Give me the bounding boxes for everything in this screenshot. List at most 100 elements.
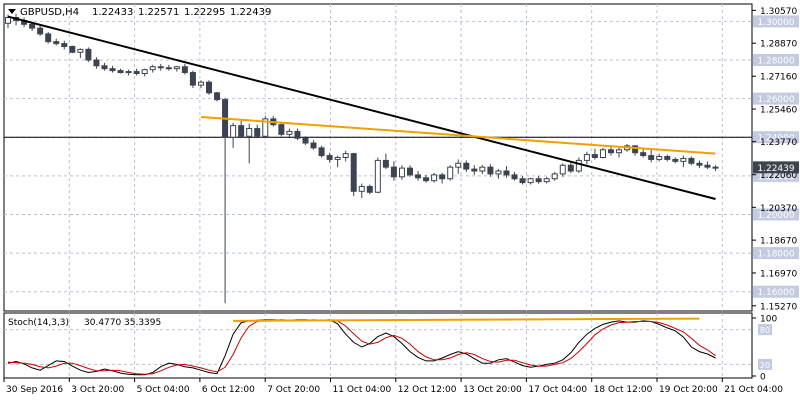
candle-body — [157, 66, 164, 69]
level-tag-label: 1.22000 — [757, 172, 794, 182]
time-tick-label: 18 Oct 12:00 — [594, 385, 653, 395]
chart-header: GBPUSD,H4 1.22433 1.22571 1.22295 1.2243… — [8, 7, 271, 18]
candle-body — [302, 137, 309, 144]
candle-body — [583, 154, 590, 161]
candle-body — [696, 162, 703, 166]
candle-body — [358, 185, 365, 192]
candle-body — [704, 164, 711, 168]
indicator-level-label: 80 — [760, 326, 770, 335]
candle-body — [503, 170, 510, 176]
candle-body — [45, 33, 52, 43]
candle-body — [85, 48, 92, 61]
time-tick-label: 21 Oct 04:00 — [724, 385, 783, 395]
level-tag — [753, 208, 799, 221]
time-tick-label: 12 Oct 12:00 — [398, 385, 457, 395]
candle-body — [125, 71, 132, 74]
candle-body — [575, 159, 582, 172]
time-tick-label: 13 Oct 20:00 — [463, 385, 522, 395]
candle-body — [559, 164, 566, 175]
stoch-main-line — [7, 319, 716, 376]
candle-body — [181, 66, 188, 74]
price-tick-label: 1.22060 — [760, 171, 797, 181]
indicator-value-signal: 35.3395 — [124, 318, 161, 328]
indicator-header: Stoch(14,3,3) 30.4770 35.3395 — [8, 318, 161, 328]
stochastic-lines — [7, 317, 716, 376]
price-tick-label: 1.23770 — [760, 138, 797, 148]
candle-body — [608, 149, 614, 154]
trendline-black[interactable] — [7, 15, 716, 200]
candle-body — [567, 164, 574, 172]
indicator-level-tag — [758, 324, 772, 336]
candle-body — [278, 124, 285, 135]
candle-body — [431, 174, 438, 182]
time-tick-label: 7 Oct 20:00 — [267, 385, 320, 395]
current-price-tag — [753, 161, 799, 174]
candle-body — [133, 71, 140, 75]
indicator-grid — [4, 313, 752, 378]
candle-body — [519, 178, 526, 184]
candle-body — [648, 155, 655, 160]
price-axis[interactable]: 1.30000 1.28000 1.26000 1.24000 1.22000 1.200… — [752, 7, 799, 312]
time-tick-label: 6 Oct 12:00 — [202, 385, 255, 395]
candle-body — [350, 153, 357, 192]
indicator-trendline-orange[interactable] — [233, 317, 700, 322]
candle-body — [535, 178, 542, 183]
candle-body — [415, 174, 422, 179]
candle-body — [712, 166, 719, 169]
indicator-level-tag — [758, 358, 772, 370]
candle-body — [173, 66, 180, 70]
level-tag — [753, 247, 799, 260]
level-tag-label: 1.30000 — [757, 18, 794, 28]
candle-body — [334, 157, 341, 160]
level-tag — [753, 15, 799, 28]
candle-body — [5, 17, 11, 24]
trendlines[interactable] — [7, 15, 716, 200]
candle-body — [640, 152, 647, 157]
candle-body — [374, 159, 381, 193]
indicator-value-main: 30.4770 — [84, 318, 121, 328]
candle-body — [206, 81, 212, 94]
candle-body — [479, 166, 486, 172]
indicator-label: Stoch(14,3,3) — [8, 318, 69, 328]
level-tag-label: 1.18000 — [757, 250, 794, 260]
candle-body — [591, 154, 598, 159]
level-tag — [753, 53, 799, 66]
candle-body — [230, 125, 237, 138]
candle-body — [246, 128, 253, 137]
indicator-tick-label: 100 — [760, 315, 777, 325]
stoch-signal-line — [7, 319, 716, 375]
candle-body — [471, 168, 478, 172]
candle-body — [407, 167, 413, 176]
dropdown-triangle-icon[interactable] — [8, 9, 16, 14]
ohlc-high: 1.22571 — [138, 7, 179, 18]
candle-body — [61, 43, 68, 47]
candle-body — [672, 158, 679, 162]
candle-body — [463, 162, 470, 170]
candle-body — [165, 67, 172, 70]
price-tick-label: 1.18670 — [760, 237, 797, 247]
candle-body — [310, 142, 317, 149]
candle-body — [77, 48, 84, 53]
ohlc-close: 1.22439 — [230, 7, 271, 18]
time-tick-label: 3 Oct 20:00 — [71, 385, 124, 395]
candle-body — [37, 27, 44, 35]
level-tag-label: 1.26000 — [757, 95, 794, 105]
time-axis[interactable]: 30 Sep 2016 3 Oct 20:00 5 Oct 04:00 6 Oct 1… — [3, 378, 783, 395]
price-tick-label: 1.16970 — [760, 269, 797, 279]
candle-body — [423, 177, 430, 182]
indicator-level-label: 20 — [760, 361, 770, 370]
candle-body — [366, 185, 373, 193]
indicator-plot-frame[interactable] — [3, 312, 753, 379]
level-tag — [753, 92, 799, 105]
candle-body — [141, 69, 148, 75]
candle-body — [439, 174, 446, 180]
level-tag — [753, 131, 799, 144]
trendline-orange[interactable] — [200, 115, 716, 155]
candle-body — [109, 68, 116, 72]
candle-body — [262, 118, 269, 137]
candle-body — [616, 149, 623, 154]
time-tick-label: 17 Oct 04:00 — [528, 385, 587, 395]
candle-body — [149, 66, 156, 71]
candle-body — [527, 178, 534, 184]
